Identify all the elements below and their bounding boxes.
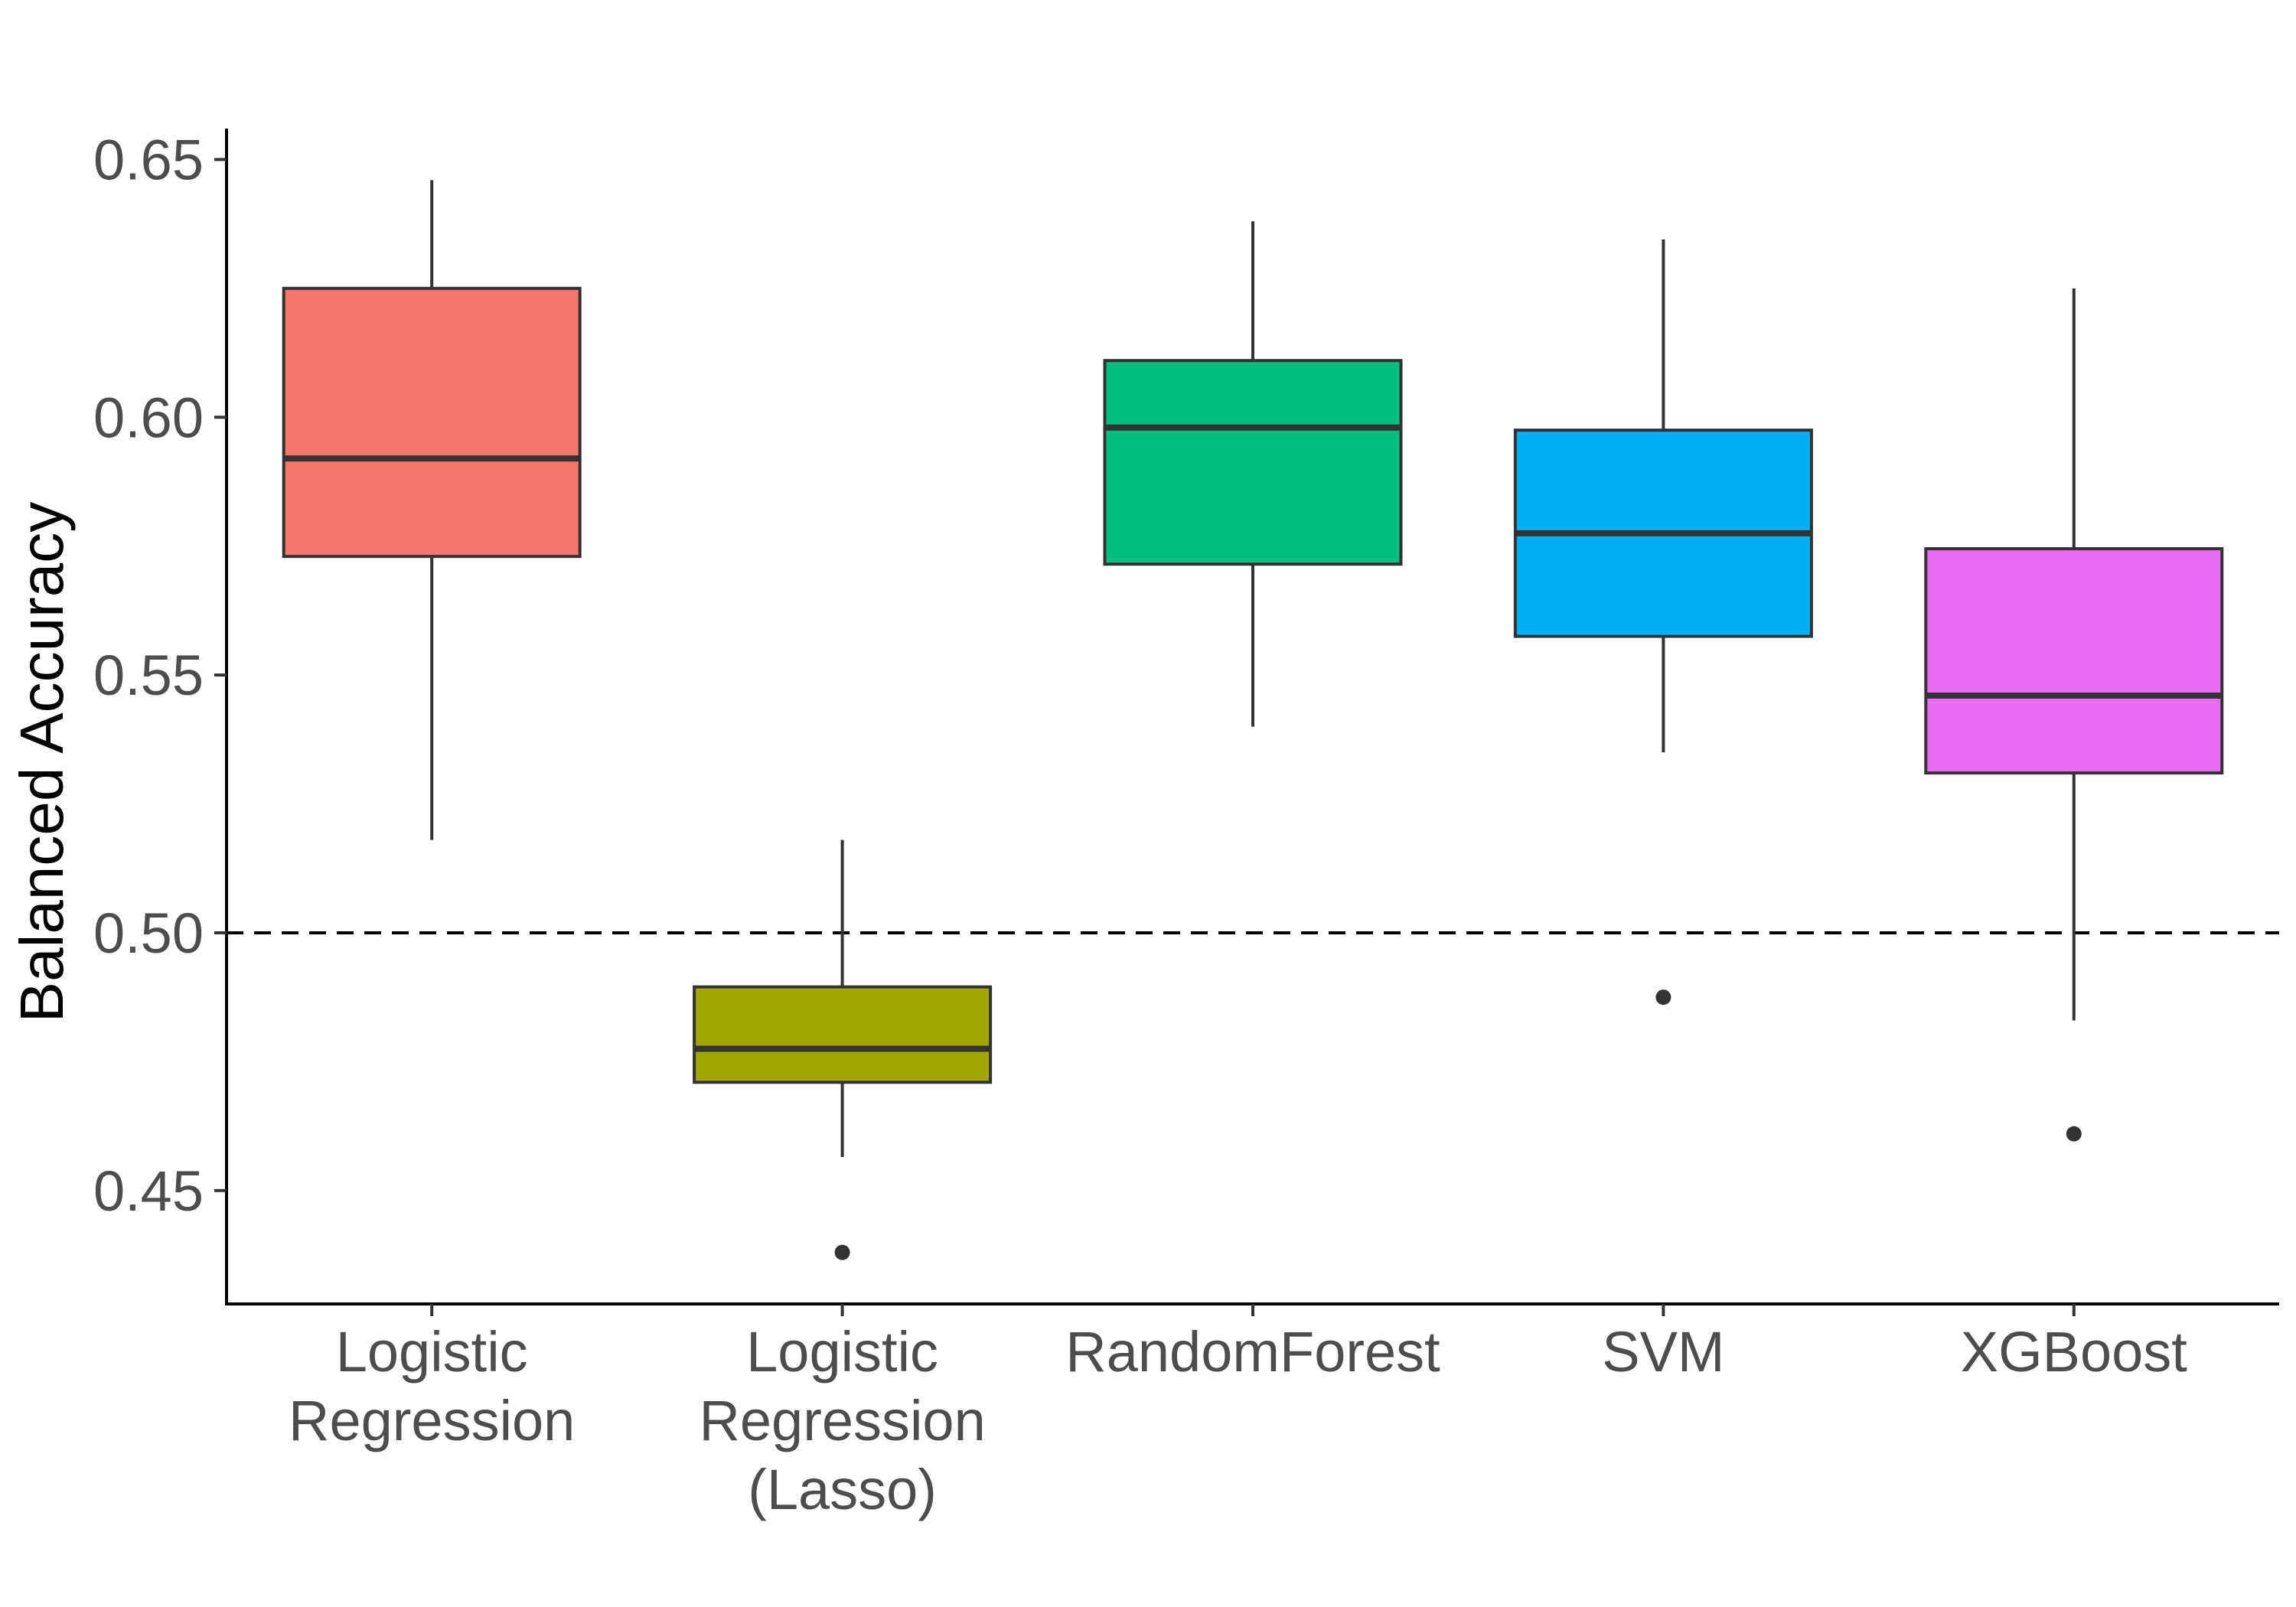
box: [1924, 547, 2224, 775]
box-group: [1103, 221, 1403, 727]
box-group: [1924, 288, 2224, 1142]
box: [693, 985, 993, 1084]
outlier-point: [1655, 989, 1671, 1006]
y-tick-label: 0.55: [93, 644, 204, 707]
x-tick-label: SVM: [1602, 1320, 1724, 1384]
x-tick-label-line: SVM: [1602, 1320, 1724, 1384]
x-tick-label-line: Regression: [699, 1389, 985, 1452]
box: [282, 286, 582, 559]
y-axis: 0.45 0.50 0.55 0.60 0.65: [93, 128, 228, 1304]
x-tick-label-line: Logistic: [336, 1320, 528, 1384]
x-tick-label: Logistic Regression (Lasso): [699, 1320, 985, 1521]
x-tick-label-line: Regression: [289, 1389, 575, 1452]
box: [1103, 359, 1403, 566]
x-tick-label: XGBoost: [1961, 1320, 2188, 1384]
x-tick-label: Logistic Regression: [289, 1320, 575, 1452]
y-tick-label: 0.65: [93, 128, 204, 191]
x-tick-label-line: (Lasso): [748, 1458, 937, 1521]
box-group: [282, 180, 582, 840]
x-tick-label-line: RandomForest: [1065, 1320, 1440, 1384]
outlier-point: [834, 1244, 850, 1260]
y-tick-label: 0.45: [93, 1159, 204, 1223]
x-tick-label: RandomForest: [1065, 1320, 1440, 1384]
y-axis-title: Balanced Accuracy: [8, 502, 76, 1022]
y-tick-label: 0.60: [93, 386, 204, 449]
box-group: [693, 839, 993, 1260]
boxes-group: [282, 180, 2224, 1260]
y-tick-label: 0.50: [93, 901, 204, 965]
box-group: [1513, 239, 1813, 1006]
x-tick-label-line: Logistic: [746, 1320, 938, 1384]
x-tick-label-line: XGBoost: [1961, 1320, 2188, 1384]
outlier-point: [2066, 1126, 2082, 1142]
